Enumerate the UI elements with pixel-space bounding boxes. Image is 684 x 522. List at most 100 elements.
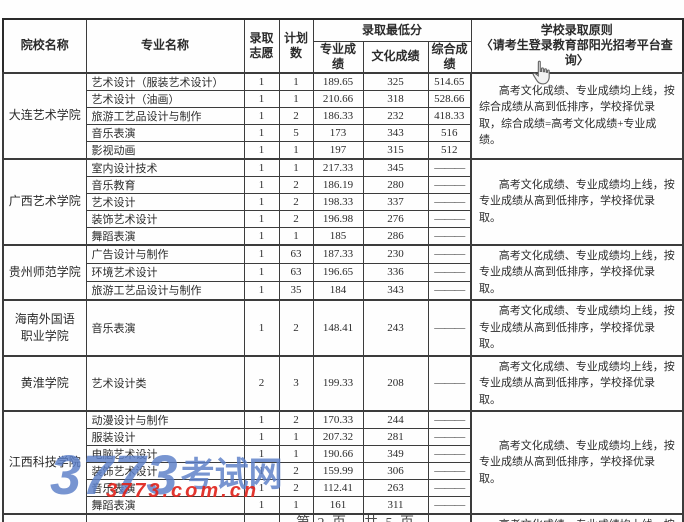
college-name-cell: 贵州师范学院	[2, 243, 87, 301]
plan-count-cell: 63	[278, 243, 314, 264]
major-name-cell: 旅游工艺品设计与制作	[85, 106, 245, 125]
wish-count-cell: 1	[243, 299, 280, 356]
header-plan: 计划数	[278, 18, 314, 73]
comp-score-cell: ———	[427, 209, 472, 228]
major-score-cell: 170.33	[312, 410, 364, 429]
plan-count-cell: 1	[278, 89, 314, 108]
table-row: 江西科技学院 动漫设计与制作 1 2 170.33 244 ——— 高考文化成绩、专业成绩均上…	[2, 410, 684, 515]
table-row: 江西师范大学电脑艺术设计13189.66322———高考文化成绩、专业成绩均上线…	[2, 513, 684, 522]
major-name-cell: 艺术设计（服装艺术设计）	[85, 71, 245, 91]
culture-score-cell: 349	[362, 445, 429, 463]
plan-count-cell: 3	[278, 354, 314, 412]
plan-count-cell: 2	[278, 106, 314, 125]
admission-principle-cell: 高考文化成绩、专业成绩均上线，按专业成绩从高到低排序，学校择优录取。	[470, 157, 684, 245]
major-name-cell: 音乐表演	[85, 479, 245, 497]
major-score-cell: 186.19	[312, 175, 364, 194]
wish-count-cell: 1	[243, 262, 280, 282]
comp-score-cell: 516	[427, 123, 472, 142]
major-score-cell: 207.32	[312, 428, 364, 446]
comp-score-cell: ———	[427, 354, 472, 412]
table-row: 音乐表演 1 2 112.41 263 ———	[3, 479, 683, 497]
header-comp-score: 综合成绩	[427, 40, 472, 74]
wish-count-cell: 1	[243, 226, 280, 245]
comp-score-cell: 418.33	[427, 106, 472, 125]
major-name-cell: 电脑艺术设计	[85, 445, 245, 463]
comp-score-cell: ———	[427, 226, 472, 245]
culture-score-cell: 263	[362, 479, 429, 497]
culture-score-cell: 208	[362, 354, 429, 412]
header-major: 专业名称	[85, 18, 245, 73]
college-name-cell: 海南外国语 职业学院	[2, 299, 87, 356]
table-row: 广西艺术学院 室内设计技术 1 1 217.33 345 ——— 高考文化成绩、专业成绩均上线…	[2, 157, 684, 245]
major-score-cell: 187.33	[312, 243, 364, 264]
plan-count-cell: 35	[278, 280, 314, 301]
culture-score-cell: 337	[362, 192, 429, 211]
college-name-cell: 大连艺术学院	[2, 71, 87, 159]
wish-count-cell: 1	[243, 428, 280, 446]
culture-score-cell: 281	[362, 428, 429, 446]
major-score-cell: 196.98	[312, 209, 364, 228]
header-min-score-group: 录取最低分	[312, 18, 472, 42]
table-row: 大连艺术学院 艺术设计（服装艺术设计） 1 1 189.65 325 514.65 高考文化成…	[2, 71, 684, 159]
major-name-cell: 艺术设计（油画）	[85, 89, 245, 108]
culture-score-cell: 345	[362, 157, 429, 177]
admission-principle-cell: 高考文化成绩、专业成绩均上线，按综合成绩从高到低排序，学校择优录取，综合成绩=高…	[470, 71, 684, 159]
admission-principle-cell: 高考文化成绩、专业成绩均上线，按专业成绩从高到低排序，学校择优录取。	[470, 513, 684, 522]
table-body: 大连艺术学院 艺术设计（服装艺术设计） 1 1 189.65 325 514.65 高考文化成…	[2, 71, 684, 522]
plan-count-cell: 63	[278, 262, 314, 282]
plan-count-cell: 1	[278, 71, 314, 91]
comp-score-cell: ———	[427, 479, 472, 497]
college-name-cell: 江西科技学院	[2, 410, 87, 515]
major-name-cell: 舞蹈表演	[85, 496, 245, 515]
major-score-cell: 173	[312, 123, 364, 142]
plan-count-cell: 2	[278, 175, 314, 194]
header-college: 院校名称	[2, 18, 87, 73]
major-name-cell: 装饰艺术设计	[85, 209, 245, 228]
major-name-cell: 旅游工艺品设计与制作	[85, 280, 245, 301]
plan-count-cell: 2	[278, 299, 314, 356]
major-name-cell: 动漫设计与制作	[85, 410, 245, 429]
culture-score-cell: 243	[362, 299, 429, 356]
table-row: 贵州师范学院 广告设计与制作 1 63 187.33 230 ——— 高考文化成绩、专业成绩均…	[2, 243, 684, 301]
major-score-cell: 196.65	[312, 262, 364, 282]
wish-count-cell: 1	[243, 209, 280, 228]
major-score-cell: 199.33	[312, 354, 364, 412]
major-score-cell: 217.33	[312, 157, 364, 177]
major-score-cell: 210.66	[312, 89, 364, 108]
comp-score-cell: 528.66	[427, 89, 472, 108]
comp-score-cell: ———	[427, 280, 472, 301]
plan-count-cell: 5	[278, 123, 314, 142]
culture-score-cell: 280	[362, 175, 429, 194]
culture-score-cell: 244	[362, 410, 429, 429]
table-row: 装饰艺术设计 1 2 196.98 276 ———	[3, 209, 683, 228]
wish-count-cell: 1	[243, 445, 280, 463]
wish-count-cell: 1	[243, 479, 280, 497]
major-score-cell: 112.41	[312, 479, 364, 497]
college-name-cell: 黄淮学院	[2, 354, 87, 412]
plan-count-cell: 1	[278, 445, 314, 463]
comp-score-cell: ———	[427, 262, 472, 282]
plan-count-cell: 1	[278, 226, 314, 245]
wish-count-cell: 2	[243, 354, 280, 412]
college-name-cell: 江西师范大学	[2, 513, 87, 522]
culture-score-cell: 232	[362, 106, 429, 125]
plan-count-cell: 2	[278, 479, 314, 497]
table-row: 音乐教育 1 2 186.19 280 ———	[3, 175, 683, 194]
header-principle: 学校录取原则 〈请考生登录教育部阳光招考平台查询〉	[470, 18, 684, 73]
culture-score-cell: 318	[362, 89, 429, 108]
plan-count-cell: 2	[278, 410, 314, 429]
wish-count-cell: 1	[243, 157, 280, 177]
plan-count-cell: 2	[278, 209, 314, 228]
wish-count-cell: 1	[243, 410, 280, 429]
major-score-cell: 186.33	[312, 106, 364, 125]
table-row: 旅游工艺品设计与制作 1 35 184 343 ———	[3, 280, 683, 301]
comp-score-cell: ———	[427, 243, 472, 264]
major-score-cell: 197	[312, 140, 364, 159]
comp-score-cell: ———	[427, 445, 472, 463]
culture-score-cell: 230	[362, 243, 429, 264]
comp-score-cell: ———	[427, 175, 472, 194]
table-row: 舞蹈表演 1 1 185 286 ———	[3, 226, 683, 245]
comp-score-cell: ———	[427, 496, 472, 515]
admission-principle-cell: 高考文化成绩、专业成绩均上线，按专业成绩从高到低排序，学校择优录取。	[470, 354, 684, 412]
